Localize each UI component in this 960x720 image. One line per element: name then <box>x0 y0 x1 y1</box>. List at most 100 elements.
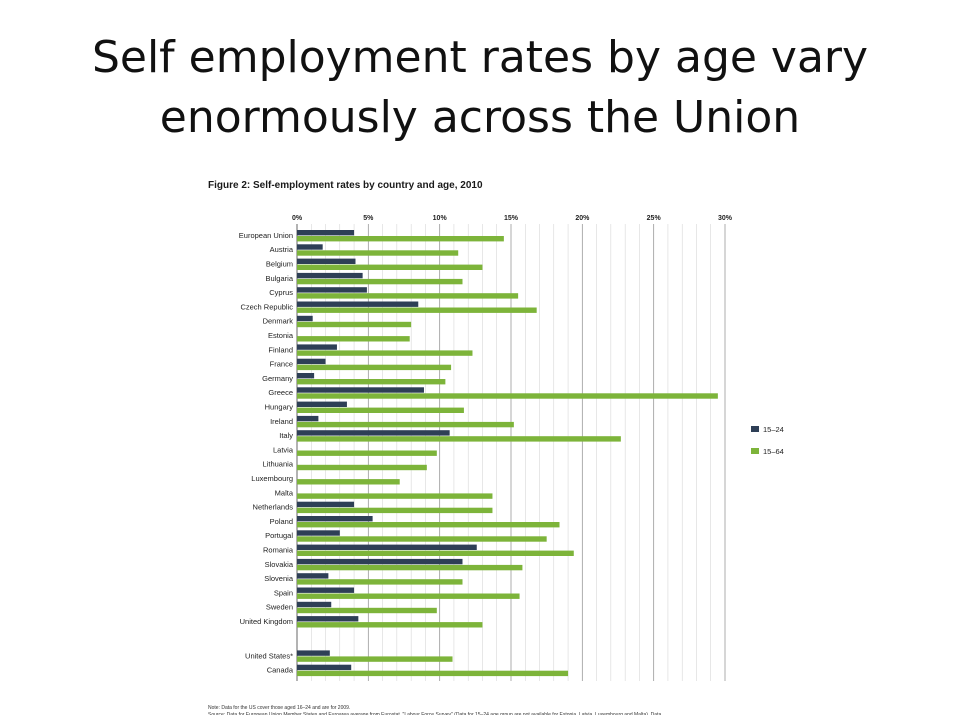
bar-15-24 <box>297 244 323 250</box>
category-label: Greece <box>268 388 293 397</box>
slide-title-line-1: Self employment rates by age vary <box>91 32 869 83</box>
bar-15-64 <box>297 250 459 256</box>
bar-15-64 <box>297 656 453 662</box>
bar-15-64 <box>297 236 504 242</box>
bar-15-64 <box>297 307 537 313</box>
x-tick-label: 30% <box>718 215 733 222</box>
bar-15-24 <box>297 530 340 536</box>
chart-labels: 0% 5% 10% 15% 20% 25% 30% European Union Austria… <box>239 215 733 675</box>
category-label: Luxembourg <box>251 474 293 483</box>
bar-15-64 <box>297 550 574 556</box>
category-label: Canada <box>267 666 294 675</box>
category-label: Slovenia <box>264 574 294 583</box>
bar-15-24 <box>297 650 330 656</box>
bar-15-24 <box>297 301 419 307</box>
bar-15-64 <box>297 607 437 614</box>
category-label: Bulgaria <box>265 274 293 283</box>
bar-15-64 <box>297 670 569 677</box>
category-label: Finland <box>268 345 293 354</box>
bar-15-64 <box>297 264 483 270</box>
category-label: Malta <box>275 488 294 497</box>
bar-15-24 <box>297 415 319 422</box>
bar-15-64 <box>297 479 400 485</box>
bar-15-64 <box>297 278 463 285</box>
bar-15-64 <box>297 522 560 528</box>
category-label: Denmark <box>263 317 294 326</box>
bar-15-24 <box>297 344 337 350</box>
bar-15-64 <box>297 407 464 413</box>
category-label: France <box>270 360 293 369</box>
bar-15-64 <box>297 507 493 514</box>
chart-legend: 15–24 15–64 <box>751 425 784 456</box>
bar-15-64 <box>297 321 412 328</box>
bar-15-64 <box>297 421 514 428</box>
bar-15-64 <box>297 350 473 356</box>
category-label: Ireland <box>270 417 293 426</box>
x-tick-label: 25% <box>647 215 662 222</box>
bar-15-64 <box>297 564 523 571</box>
bar-15-64 <box>297 450 437 456</box>
chart-bars <box>297 230 718 677</box>
bar-15-64 <box>297 393 718 399</box>
x-tick-label: 0% <box>292 215 303 222</box>
bar-15-24 <box>297 573 329 579</box>
slide-title-line-2: enormously across the Union <box>159 92 801 143</box>
category-label: Spain <box>274 588 293 597</box>
bar-15-24 <box>297 387 424 393</box>
bar-15-24 <box>297 601 332 608</box>
category-label: Germany <box>262 374 293 383</box>
bar-15-24 <box>297 230 355 236</box>
category-label: Czech Republic <box>240 302 293 311</box>
bar-15-24 <box>297 501 355 508</box>
self-employment-bar-chart: Figure 2: Self-employment rates by count… <box>208 180 784 715</box>
category-label: Lithuania <box>263 460 294 469</box>
category-label: United States* <box>245 651 293 660</box>
x-tick-label: 10% <box>433 215 448 222</box>
slide-title: Self employment rates by age vary enormo… <box>40 28 920 148</box>
bar-15-24 <box>297 401 347 407</box>
bar-15-24 <box>297 287 367 293</box>
category-label: Poland <box>270 517 293 526</box>
bar-15-24 <box>297 358 326 365</box>
bar-15-64 <box>297 579 463 585</box>
bar-15-24 <box>297 616 359 622</box>
bar-15-64 <box>297 293 519 299</box>
source-note: Note: Data for the US cover those aged 1… <box>208 705 350 711</box>
category-label: Estonia <box>268 331 294 340</box>
bar-15-24 <box>297 664 352 671</box>
bar-15-64 <box>297 536 547 542</box>
bar-15-24 <box>297 516 373 522</box>
bar-15-24 <box>297 558 463 565</box>
bar-15-64 <box>297 436 621 442</box>
x-tick-label: 15% <box>504 215 519 222</box>
category-label: European Union <box>239 231 293 240</box>
legend-swatch-15-64 <box>751 448 759 454</box>
category-label: Portugal <box>265 531 293 540</box>
x-tick-label: 5% <box>363 215 374 222</box>
figure-title: Figure 2: Self-employment rates by count… <box>208 180 483 191</box>
category-label: United Kingdom <box>240 617 293 626</box>
category-label: Latvia <box>273 445 294 454</box>
x-tick-label: 20% <box>575 215 590 222</box>
chart-grid <box>296 224 726 681</box>
bar-15-24 <box>297 315 313 322</box>
legend-label-15-64: 15–64 <box>763 447 784 456</box>
bar-15-64 <box>297 622 483 628</box>
bar-15-64 <box>297 593 520 599</box>
category-label: Netherlands <box>253 503 294 512</box>
category-label: Austria <box>270 245 294 254</box>
category-label: Romania <box>263 546 294 555</box>
category-label: Slovakia <box>265 560 294 569</box>
bar-15-24 <box>297 258 356 264</box>
category-label: Belgium <box>266 260 293 269</box>
category-label: Cyprus <box>269 288 293 297</box>
bar-15-64 <box>297 336 410 342</box>
legend-swatch-15-24 <box>751 426 759 432</box>
legend-label-15-24: 15–24 <box>763 425 784 434</box>
category-label: Italy <box>279 431 293 440</box>
bar-15-24 <box>297 272 363 279</box>
source-note: Source: Data for European Union Member S… <box>208 712 661 715</box>
bar-15-64 <box>297 379 446 385</box>
bar-15-24 <box>297 430 450 436</box>
bar-15-64 <box>297 464 427 471</box>
